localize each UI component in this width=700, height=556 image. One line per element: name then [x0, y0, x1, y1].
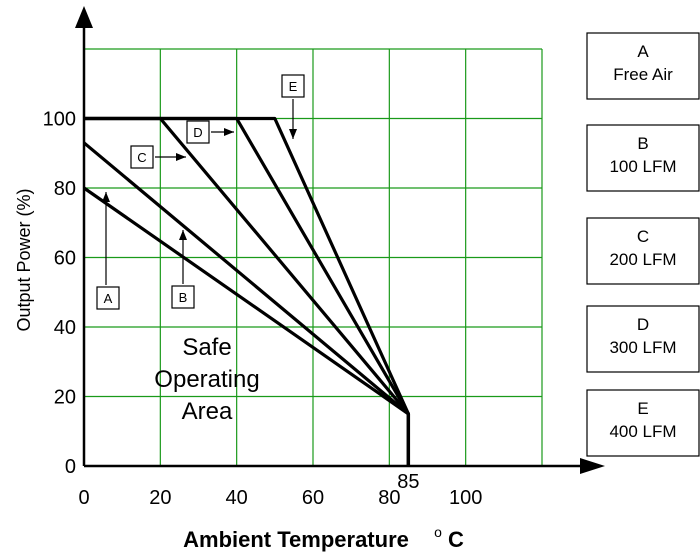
y-tick-label: 40 [54, 317, 76, 339]
legend-box-e [586, 389, 700, 457]
annotation-arrowhead-icon [176, 153, 186, 161]
y-axis-label: Output Power (%) [14, 188, 34, 331]
legend-desc-a: Free Air [613, 65, 673, 84]
region-label-line: Operating [154, 366, 259, 393]
region-label-line: Safe [182, 334, 231, 361]
series-line-e [84, 116, 411, 466]
x-tick-label: 60 [302, 487, 324, 509]
y-tick-label: 0 [65, 456, 76, 478]
y-tick-label: 100 [43, 109, 76, 131]
x-tick-label: 20 [149, 487, 171, 509]
legend-key-d: D [637, 315, 649, 334]
legend-key-a: A [637, 42, 649, 61]
legend-desc-e: 400 LFM [609, 422, 676, 441]
tick-labels: 0 20 40 60 80 100 0 20 40 60 80 100 85 [43, 109, 483, 510]
annotation-label-a: A [104, 291, 113, 306]
y-tick-label: 80 [54, 178, 76, 200]
annotation-box-e [281, 74, 305, 98]
y-tick-label: 20 [54, 387, 76, 409]
x-axis-arrow-icon [580, 458, 605, 474]
x-tick-label: 80 [378, 487, 400, 509]
x-tick-label: 40 [226, 487, 248, 509]
annotation-arrowhead-icon [289, 129, 297, 139]
legend-box-c [586, 217, 700, 285]
legend-desc-c: 200 LFM [609, 250, 676, 269]
y-axis-arrow-icon [75, 6, 93, 28]
annotation-box-c [130, 145, 154, 169]
annotation-box-b [171, 285, 195, 309]
annotations: A B C D E [96, 74, 305, 310]
region-label-line: Area [182, 398, 233, 425]
y-tick-label: 60 [54, 248, 76, 270]
x-tick-label-85: 85 [397, 471, 419, 493]
annotation-label-d: D [193, 125, 202, 140]
legend-desc-d: 300 LFM [609, 338, 676, 357]
annotation-label-e: E [289, 79, 298, 94]
annotation-label-c: C [137, 150, 146, 165]
safe-operating-area-label: Safe Operating Area [154, 334, 259, 425]
annotation-arrowhead-icon [179, 230, 187, 240]
axes [75, 6, 605, 474]
x-tick-label: 100 [449, 487, 482, 509]
legend-key-b: B [637, 134, 648, 153]
annotation-box-a [96, 286, 120, 310]
legend-box-d [586, 305, 700, 373]
legend-key-e: E [637, 399, 648, 418]
legend-key-c: C [637, 227, 649, 246]
annotation-arrowhead-icon [224, 128, 234, 136]
series-lines [82, 116, 411, 466]
legend-desc-b: 100 LFM [609, 157, 676, 176]
series-line-d [84, 116, 411, 466]
series-line-c [84, 116, 411, 466]
grid [83, 48, 543, 467]
annotation-arrowhead-icon [102, 192, 110, 202]
x-axis-label: Ambient Temperature [183, 527, 409, 552]
x-tick-label: 0 [78, 487, 89, 509]
legend: A Free Air B 100 LFM C 200 LFM D 300 LFM E 400 LF… [586, 32, 700, 457]
annotation-box-d [186, 120, 210, 144]
annotation-label-b: B [179, 290, 188, 305]
legend-box-b [586, 124, 700, 192]
legend-box-a [586, 32, 700, 100]
